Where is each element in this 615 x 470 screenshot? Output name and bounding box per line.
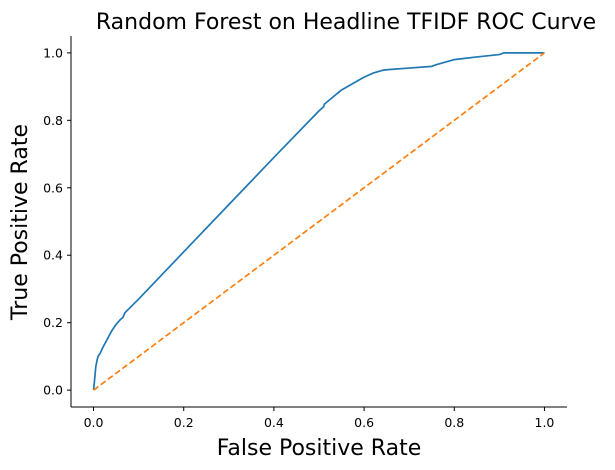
y-tick-label: 0.8 <box>43 113 63 128</box>
x-tick-label: 0.0 <box>84 415 104 430</box>
y-tick-label: 1.0 <box>43 45 63 60</box>
y-tick-label: 0.4 <box>43 248 63 263</box>
x-ticks: 0.0 0.2 0.4 0.6 0.8 1.0 <box>84 407 555 430</box>
x-tick-label: 0.8 <box>444 415 464 430</box>
x-tick-label: 0.2 <box>174 415 194 430</box>
x-tick-label: 0.4 <box>264 415 284 430</box>
y-tick-label: 0.2 <box>43 315 63 330</box>
x-tick-label: 1.0 <box>535 415 555 430</box>
y-tick-label: 0.0 <box>43 383 63 398</box>
chance-diagonal-line <box>93 52 545 391</box>
plot-area <box>70 36 567 408</box>
series-layer <box>92 52 545 391</box>
roc-curve-line <box>92 52 545 391</box>
x-tick-label: 0.6 <box>354 415 374 430</box>
x-axis-label: False Positive Rate <box>217 436 421 461</box>
y-axis-label: True Positive Rate <box>8 124 33 321</box>
y-ticks: 0.0 0.2 0.4 0.6 0.8 1.0 <box>43 45 71 398</box>
y-tick-label: 0.6 <box>43 180 63 195</box>
chart-title: Random Forest on Headline TFIDF ROC Curv… <box>96 10 596 35</box>
